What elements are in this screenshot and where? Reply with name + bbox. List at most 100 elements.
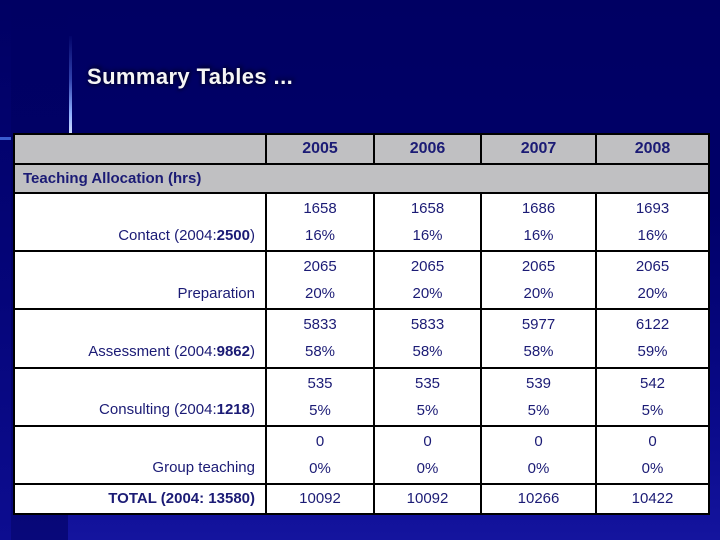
percent-value: 0% [641,459,664,477]
value-cell: 0 0% [373,424,482,485]
row-label: Consulting (2004: 1218) [13,366,267,427]
value-cell: 0 0% [480,424,597,485]
row-label: Preparation [13,250,267,311]
row-label-text: Preparation [177,284,255,302]
section-header-row: Teaching Allocation (hrs) [13,163,710,195]
percent-value: 16% [523,227,554,245]
table-row-consulting: Consulting (2004: 1218) 535 5% 535 5% 539 5… [13,366,710,427]
hours-value: 0 [315,432,325,450]
percent-value: 5% [309,401,331,419]
table-header-row: 2005 2006 2007 2008 [13,132,710,166]
value-cell: 5833 58% [373,308,482,369]
hours-value: 2065 [410,258,445,276]
percent-value: 59% [637,343,668,361]
row-label-suffix: ) [250,343,255,361]
total-value-cell: 10092 [373,482,482,516]
hours-value: 535 [414,374,441,392]
table-row-assessment: Assessment (2004: 9862) 5833 58% 5833 58% … [13,308,710,369]
left-edge-dash [0,137,11,140]
total-value-cell: 10422 [595,482,710,516]
hours-value: 542 [639,374,666,392]
hours-value: 5977 [521,316,556,334]
percent-value: 5% [416,401,439,419]
percent-value: 20% [412,285,443,303]
hours-value: 1658 [410,200,445,218]
row-label-bold: 9862 [216,343,250,361]
hours-value: 0 [534,432,543,450]
hours-value: 539 [525,374,552,392]
hours-value: 0 [648,432,657,450]
percent-value: 20% [304,285,336,303]
table-row-total: TOTAL (2004: 13580) 10092 10092 10266 10… [13,482,710,516]
year-header-2005: 2005 [265,132,375,166]
percent-value: 16% [412,227,443,245]
percent-value: 20% [637,285,668,303]
hours-value: 535 [307,374,333,392]
hours-value: 1693 [635,200,670,218]
hours-value: 1658 [303,200,337,218]
value-cell: 2065 20% [480,250,597,311]
row-label-text: Contact (2004: [118,226,217,244]
percent-value: 58% [412,343,443,361]
corner-cell [13,132,267,166]
hours-value: 1686 [521,200,556,218]
left-edge-strip [0,0,11,540]
year-header-2007: 2007 [480,132,597,166]
row-label-bold: 1218 [216,401,250,419]
slide-title: Summary Tables ... [87,64,294,89]
percent-value: 5% [527,401,550,419]
value-cell: 2065 20% [265,250,375,311]
percent-value: 5% [641,401,664,419]
value-cell: 1686 16% [480,192,597,253]
percent-value: 58% [304,343,336,361]
row-label: Assessment (2004: 9862) [13,308,267,369]
year-header-2008: 2008 [595,132,710,166]
value-cell: 0 0% [595,424,710,485]
value-cell: 542 5% [595,366,710,427]
value-cell: 2065 20% [373,250,482,311]
value-cell: 535 5% [265,366,375,427]
percent-value: 20% [523,285,554,303]
value-cell: 0 0% [265,424,375,485]
row-label-suffix: ) [250,226,255,244]
total-value-cell: 10092 [265,482,375,516]
total-value-cell: 10266 [480,482,597,516]
row-label-text: Group teaching [152,459,255,477]
year-header-2006: 2006 [373,132,482,166]
value-cell: 5833 58% [265,308,375,369]
value-cell: 539 5% [480,366,597,427]
row-label-suffix: ) [250,401,255,419]
percent-value: 58% [523,343,554,361]
table-row-contact: Contact (2004: 2500) 1658 16% 1658 16% 168… [13,192,710,253]
hours-value: 5833 [410,316,445,334]
percent-value: 0% [309,459,331,477]
section-header-cell: Teaching Allocation (hrs) [13,163,710,195]
hours-value: 0 [423,432,432,450]
row-label: Group teaching [13,424,267,485]
value-cell: 2065 20% [595,250,710,311]
value-cell: 1658 16% [265,192,375,253]
value-cell: 1693 16% [595,192,710,253]
vertical-accent-line [69,36,72,133]
value-cell: 5977 58% [480,308,597,369]
row-label-bold: 2500 [216,226,250,244]
percent-value: 0% [527,459,550,477]
value-cell: 535 5% [373,366,482,427]
percent-value: 16% [637,227,668,245]
value-cell: 1658 16% [373,192,482,253]
percent-value: 16% [304,227,336,245]
hours-value: 2065 [635,258,670,276]
total-label: TOTAL (2004: 13580) [13,482,267,516]
hours-value: 2065 [303,258,337,276]
hours-value: 6122 [635,316,670,334]
hours-value: 2065 [521,258,556,276]
row-label-text: Consulting (2004: [99,401,217,419]
hours-value: 5833 [303,316,337,334]
row-label: Contact (2004: 2500) [13,192,267,253]
value-cell: 6122 59% [595,308,710,369]
percent-value: 0% [416,459,439,477]
table-row-group-teaching: Group teaching 0 0% 0 0% 0 0% 0 0% [13,424,710,485]
table-row-preparation: Preparation 2065 20% 2065 20% 2065 20% 2065… [13,250,710,311]
row-label-text: Assessment (2004: [88,343,217,361]
summary-table: 2005 2006 2007 2008 Teaching Allocation … [13,132,710,516]
